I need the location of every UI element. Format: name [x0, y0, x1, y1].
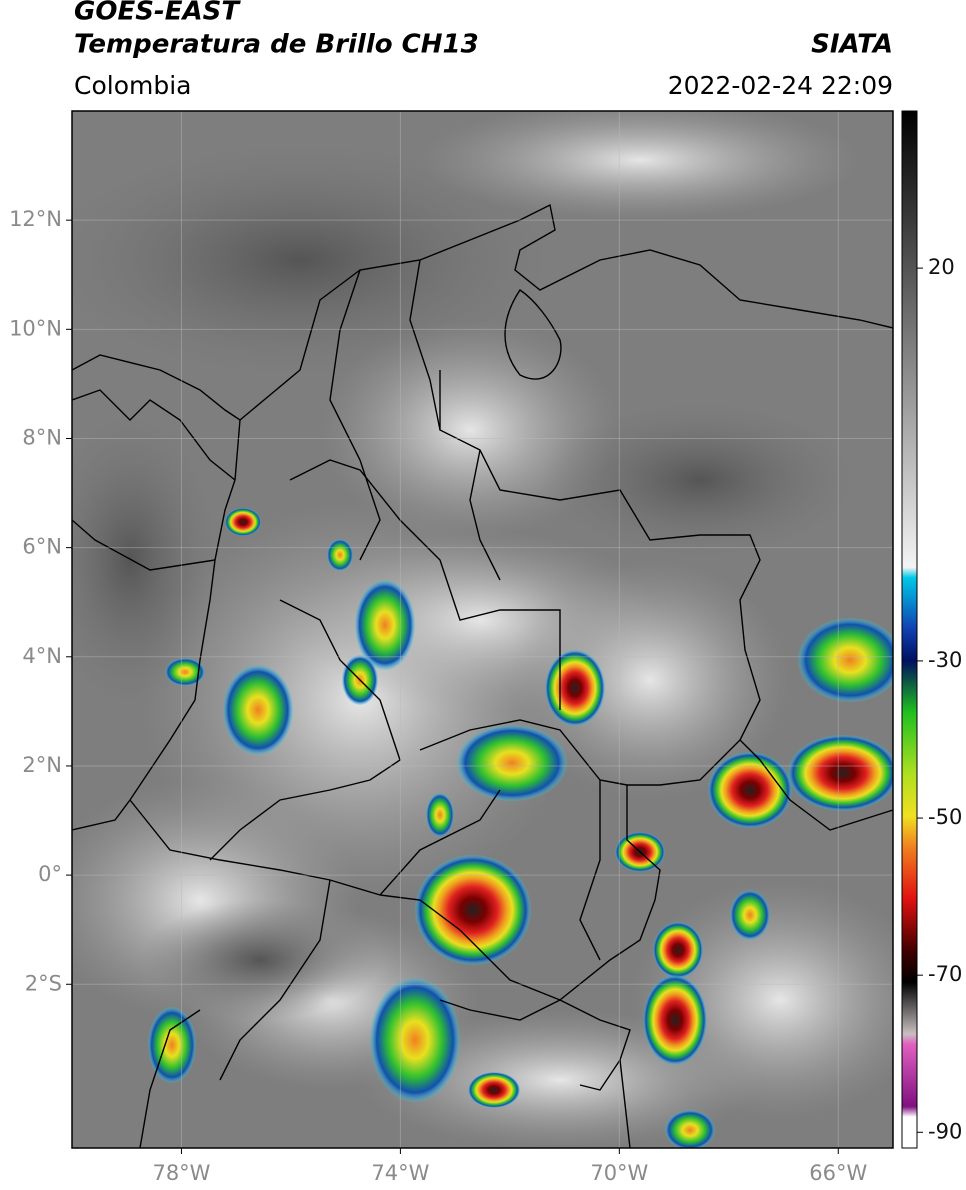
- y-tick-label: 12°N: [9, 207, 62, 231]
- y-tick-label: 2°N: [22, 753, 62, 777]
- colorbar: [901, 110, 918, 1149]
- y-tick-label: 6°N: [22, 535, 62, 559]
- y-tick-label: 0°: [38, 862, 62, 886]
- y-tick-label: 10°N: [9, 316, 62, 340]
- satellite-image: [72, 111, 893, 1148]
- colorbar-tick-label: -70: [928, 962, 962, 986]
- colorbar-tick-label: -30: [928, 648, 962, 672]
- product: Temperatura de Brillo CH13: [74, 30, 479, 60]
- colorbar-axis: 20 -30 -50 -70 -90: [917, 255, 962, 1143]
- region: Colombia: [74, 71, 191, 100]
- y-tick-label: 8°N: [22, 425, 62, 449]
- colorbar-tick-label: -50: [928, 805, 962, 829]
- x-tick-label: 78°W: [152, 1161, 210, 1185]
- borders: [72, 203, 893, 1148]
- colorbar-tick-label: 20: [928, 255, 955, 279]
- satellite: GOES-EAST: [74, 0, 241, 27]
- datetime: 2022-02-24 22:09: [668, 71, 893, 100]
- y-tick-label: 4°N: [22, 644, 62, 668]
- map-axes: 78°W 74°W 70°W 66°W 12°N 10°N 8°N 6°N 4°N 2°N 0° 2°…: [9, 111, 893, 1185]
- x-tick-label: 74°W: [371, 1161, 429, 1185]
- colorbar-tick-label: -90: [928, 1119, 962, 1143]
- x-tick-label: 66°W: [809, 1161, 867, 1185]
- source: SIATA: [811, 30, 893, 60]
- map-frame: [71, 110, 894, 1149]
- y-tick-label: 2°S: [25, 971, 62, 995]
- x-tick-label: 70°W: [590, 1161, 648, 1185]
